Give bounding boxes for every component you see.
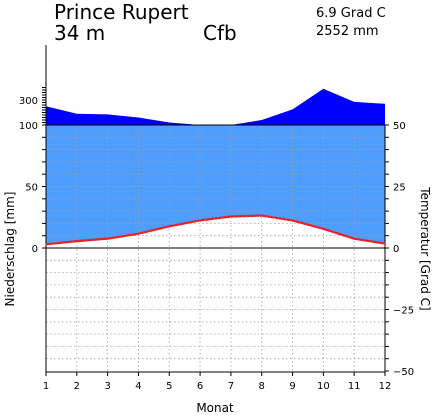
left-tick-label: 50 xyxy=(25,183,38,194)
temperature-series xyxy=(45,214,386,246)
y-axis-right-label: Temperatur [Grad C] xyxy=(418,186,432,310)
x-axis-label: Monat xyxy=(196,401,234,415)
x-tick-label: 11 xyxy=(348,381,361,392)
temperature-point xyxy=(260,214,263,217)
right-tick-label: 0 xyxy=(393,244,399,255)
temperature-point xyxy=(137,232,140,235)
temperature-point xyxy=(106,237,109,240)
station-name: Prince Rupert xyxy=(54,0,189,24)
x-tick-label: 3 xyxy=(104,381,110,392)
temperature-point xyxy=(353,237,355,240)
axes xyxy=(42,45,389,376)
mean-temperature: 6.9 Grad C xyxy=(316,6,386,21)
x-tick-label: 6 xyxy=(197,381,203,392)
left-tick-label: 300 xyxy=(19,96,38,107)
temperature-point xyxy=(291,219,294,222)
temperature-point xyxy=(76,240,78,242)
temperature-point xyxy=(384,242,386,245)
precipitation-area-above-100 xyxy=(46,88,385,125)
temperature-point xyxy=(168,225,171,228)
right-tick-label: −50 xyxy=(393,367,414,378)
left-tick-label: 100 xyxy=(19,121,38,132)
annual-precipitation: 2552 mm xyxy=(316,24,379,39)
right-tick-label: 50 xyxy=(393,121,406,132)
temperature-line xyxy=(45,214,386,246)
climate-class: Cfb xyxy=(203,21,237,45)
x-tick-label: 1 xyxy=(43,381,49,392)
humid-area xyxy=(46,125,385,245)
right-tick-label: −25 xyxy=(393,306,414,317)
grid-lines xyxy=(46,125,385,372)
left-tick-label: 0 xyxy=(32,244,38,255)
right-tick-label: 25 xyxy=(393,183,406,194)
x-tick-label: 9 xyxy=(289,381,295,392)
temperature-point xyxy=(45,243,47,246)
x-tick-label: 7 xyxy=(228,381,234,392)
x-tick-label: 8 xyxy=(259,381,265,392)
x-tick-label: 10 xyxy=(317,381,330,392)
x-tick-label: 4 xyxy=(135,381,141,392)
station-elevation: 34 m xyxy=(54,21,105,45)
temperature-point xyxy=(199,219,201,222)
x-tick-label: 12 xyxy=(379,381,392,392)
precipitation-fills xyxy=(46,88,385,245)
x-tick-label: 2 xyxy=(74,381,80,392)
temperature-point xyxy=(230,215,232,218)
x-tick-label: 5 xyxy=(166,381,172,392)
y-axis-left-label: Niederschlag [mm] xyxy=(3,192,17,307)
temperature-point xyxy=(322,228,325,230)
